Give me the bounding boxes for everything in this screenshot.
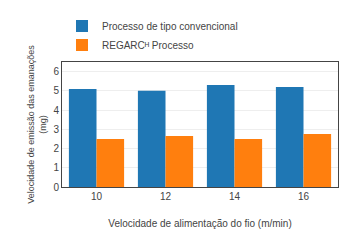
svg-text:REGARCᴴ Processo: REGARCᴴ Processo (102, 40, 194, 51)
svg-text:Velocidade de alimentação do f: Velocidade de alimentação do fio (m/min) (108, 218, 291, 229)
svg-text:2: 2 (53, 143, 59, 154)
svg-text:0: 0 (53, 182, 59, 193)
svg-text:14: 14 (229, 191, 241, 202)
svg-text:6: 6 (53, 66, 59, 77)
svg-text:5: 5 (53, 85, 59, 96)
svg-text:10: 10 (91, 191, 103, 202)
svg-text:Velocidade de emissão das eman: Velocidade de emissão das emanações(mg) (26, 45, 48, 204)
svg-text:Processo de tipo convencional: Processo de tipo convencional (102, 21, 238, 32)
svg-text:16: 16 (298, 191, 310, 202)
svg-text:3: 3 (53, 124, 59, 135)
svg-text:1: 1 (53, 162, 59, 173)
svg-text:4: 4 (53, 105, 59, 116)
svg-text:12: 12 (160, 191, 172, 202)
